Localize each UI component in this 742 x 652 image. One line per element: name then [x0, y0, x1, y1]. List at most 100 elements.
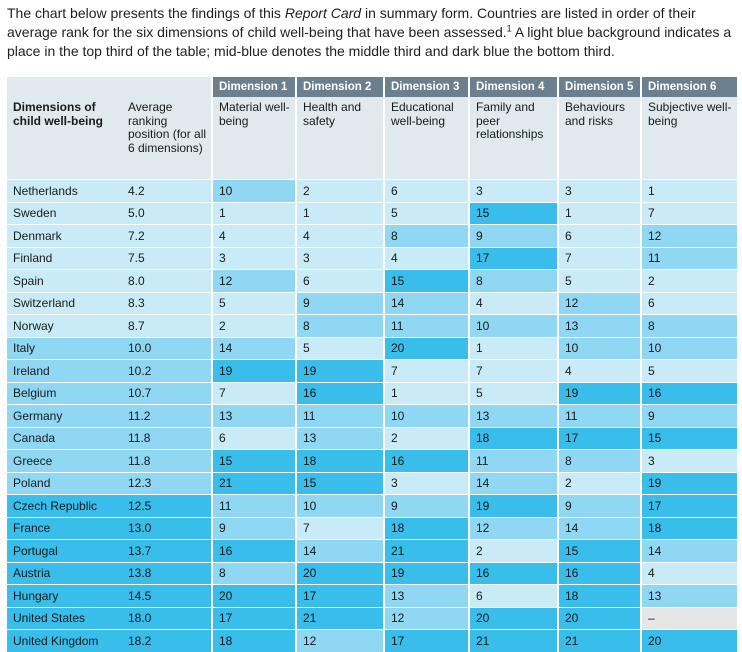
table-row: Ireland 10.2 19 19 7 7 4 5 — [7, 359, 737, 382]
rank-cell-dimension-5: 7 — [557, 246, 640, 269]
rank-cell-dimension-3: 17 — [383, 629, 468, 652]
rank-cell-dimension-4: 18 — [468, 426, 557, 449]
rank-cell-dimension-4: 6 — [468, 584, 557, 607]
dimension-header-blank — [122, 77, 211, 97]
rank-cell-dimension-6: 15 — [640, 426, 737, 449]
average-rank-cell: 13.0 — [122, 516, 211, 539]
rank-cell-dimension-3: 21 — [383, 539, 468, 562]
rank-cell-dimension-3: 16 — [383, 449, 468, 472]
table-row: Spain 8.0 12 6 15 8 5 2 — [7, 269, 737, 292]
average-rank-cell: 11.2 — [122, 404, 211, 427]
average-rank-cell: 8.0 — [122, 269, 211, 292]
rank-cell-dimension-4: 10 — [468, 314, 557, 337]
rank-cell-dimension-6: 4 — [640, 561, 737, 584]
rank-cell-dimension-3: 2 — [383, 426, 468, 449]
rank-cell-dimension-6: 10 — [640, 336, 737, 359]
rank-cell-dimension-6: 19 — [640, 471, 737, 494]
table-row: United States 18.0 17 21 12 20 20– — [7, 606, 737, 629]
rank-cell-dimension-1: 4 — [211, 224, 295, 247]
table-row: France 13.0 9 7 18 12 14 18 — [7, 516, 737, 539]
rank-cell-dimension-5: 12 — [557, 291, 640, 314]
country-cell: Switzerland — [7, 291, 122, 314]
average-rank-cell: 8.3 — [122, 291, 211, 314]
dimension-3-header: Dimension 3 — [383, 77, 468, 97]
rank-cell-dimension-2: 18 — [295, 449, 383, 472]
material-well-being-header: Material well-being — [211, 97, 295, 179]
dimension-6-header: Dimension 6 — [640, 77, 737, 97]
rank-cell-dimension-5: 18 — [557, 584, 640, 607]
rank-cell-dimension-6: 6 — [640, 291, 737, 314]
rank-cell-dimension-6: 16 — [640, 381, 737, 404]
rank-cell-dimension-3: 15 — [383, 269, 468, 292]
rank-cell-dimension-5: 10 — [557, 336, 640, 359]
table-row: Czech Republic 12.5 11 10 9 19 9 17 — [7, 494, 737, 517]
table-row: Portugal 13.7 16 14 21 2 15 14 — [7, 539, 737, 562]
rank-cell-dimension-1: 20 — [211, 584, 295, 607]
rank-cell-dimension-6: 12 — [640, 224, 737, 247]
rank-cell-dimension-2: 19 — [295, 359, 383, 382]
rank-cell-dimension-2: 7 — [295, 516, 383, 539]
table-row: Canada 11.8 6 13 2 18 17 15 — [7, 426, 737, 449]
rank-cell-dimension-1: 10 — [211, 179, 295, 202]
rank-cell-dimension-6: 11 — [640, 246, 737, 269]
average-rank-cell: 8.7 — [122, 314, 211, 337]
intro-footnote: 1 — [506, 23, 512, 34]
rank-cell-dimension-2: 4 — [295, 224, 383, 247]
behaviours-risks-header: Behaviours and risks — [557, 97, 640, 179]
rank-cell-dimension-3: 6 — [383, 179, 468, 202]
rank-cell-dimension-6: 1 — [640, 179, 737, 202]
rank-cell-dimension-3: 10 — [383, 404, 468, 427]
table-row: Netherlands 4.2 10 2 6 3 3 1 — [7, 179, 737, 202]
rank-cell-dimension-1: 19 — [211, 359, 295, 382]
rank-cell-dimension-3: 14 — [383, 291, 468, 314]
table-row: Hungary 14.5 20 17 13 6 18 13 — [7, 584, 737, 607]
rank-cell-dimension-6: – — [640, 606, 737, 629]
table-row: Finland 7.5 3 3 4 17 7 11 — [7, 246, 737, 269]
rank-cell-dimension-6: 13 — [640, 584, 737, 607]
educational-well-being-header: Educational well-being — [383, 97, 468, 179]
rank-cell-dimension-4: 2 — [468, 539, 557, 562]
column-header-row: Dimensions of child well-being Average r… — [7, 97, 737, 179]
rank-cell-dimension-2: 21 — [295, 606, 383, 629]
country-cell: Italy — [7, 336, 122, 359]
rank-cell-dimension-2: 12 — [295, 629, 383, 652]
average-rank-cell: 13.8 — [122, 561, 211, 584]
rank-cell-dimension-6: 9 — [640, 404, 737, 427]
country-cell: Finland — [7, 246, 122, 269]
table-row: Germany 11.2 13 11 10 13 11 9 — [7, 404, 737, 427]
average-rank-cell: 12.5 — [122, 494, 211, 517]
rank-cell-dimension-1: 8 — [211, 561, 295, 584]
rank-cell-dimension-1: 3 — [211, 246, 295, 269]
rank-cell-dimension-4: 3 — [468, 179, 557, 202]
rank-cell-dimension-6: 8 — [640, 314, 737, 337]
rank-cell-dimension-4: 17 — [468, 246, 557, 269]
rank-cell-dimension-5: 1 — [557, 201, 640, 224]
rank-cell-dimension-6: 5 — [640, 359, 737, 382]
rank-cell-dimension-3: 5 — [383, 201, 468, 224]
rank-cell-dimension-3: 8 — [383, 224, 468, 247]
family-peer-header: Family and peer relationships — [468, 97, 557, 179]
rank-cell-dimension-6: 2 — [640, 269, 737, 292]
rank-cell-dimension-4: 14 — [468, 471, 557, 494]
rank-cell-dimension-2: 3 — [295, 246, 383, 269]
average-rank-cell: 18.0 — [122, 606, 211, 629]
rank-cell-dimension-4: 15 — [468, 201, 557, 224]
table-row: Denmark 7.2 4 4 8 9 6 12 — [7, 224, 737, 247]
country-cell: France — [7, 516, 122, 539]
average-rank-cell: 11.8 — [122, 426, 211, 449]
rank-cell-dimension-3: 3 — [383, 471, 468, 494]
dimension-header-row: Dimension 1 Dimension 2 Dimension 3 Dime… — [7, 77, 737, 97]
rank-cell-dimension-2: 1 — [295, 201, 383, 224]
rank-cell-dimension-4: 5 — [468, 381, 557, 404]
rank-cell-dimension-1: 21 — [211, 471, 295, 494]
table-row: Sweden 5.0 1 1 5 15 1 7 — [7, 201, 737, 224]
intro-report-card: Report Card — [284, 5, 362, 21]
rank-cell-dimension-2: 15 — [295, 471, 383, 494]
rank-cell-dimension-4: 11 — [468, 449, 557, 472]
rank-cell-dimension-5: 6 — [557, 224, 640, 247]
rank-cell-dimension-5: 16 — [557, 561, 640, 584]
rank-cell-dimension-1: 12 — [211, 269, 295, 292]
subjective-well-being-header: Subjective well-being — [640, 97, 737, 179]
country-cell: Portugal — [7, 539, 122, 562]
country-cell: Poland — [7, 471, 122, 494]
